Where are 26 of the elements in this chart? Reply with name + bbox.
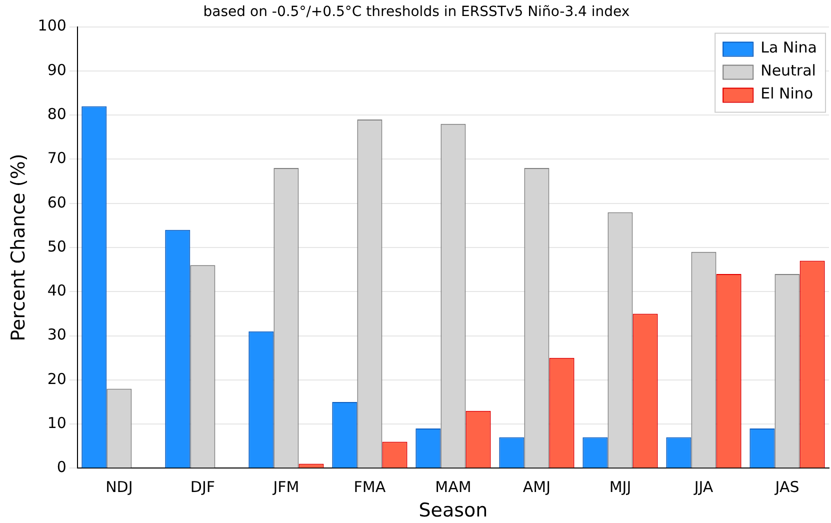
legend-label: La Nina bbox=[760, 38, 817, 57]
x-tick-label: AMJ bbox=[522, 478, 551, 496]
x-tick-label: DJF bbox=[190, 478, 215, 496]
y-tick-label: 0 bbox=[56, 458, 66, 476]
y-tick-label: 100 bbox=[38, 16, 66, 35]
y-tick-label: 70 bbox=[47, 149, 66, 168]
legend-label: El Nino bbox=[760, 84, 814, 103]
legend-label: Neutral bbox=[760, 62, 816, 80]
y-tick-label: 20 bbox=[47, 370, 66, 388]
x-tick-label: MJJ bbox=[609, 478, 632, 496]
y-tick-label: 30 bbox=[47, 326, 66, 344]
x-tick-label: JJA bbox=[693, 478, 714, 496]
y-tick-label: 60 bbox=[47, 193, 66, 212]
y-tick-label: 80 bbox=[47, 104, 66, 123]
chart-subtitle: based on -0.5°/+0.5°C thresholds in ERSSTv5 Niño-3.4 index bbox=[203, 4, 630, 20]
x-tick-label: MAM bbox=[435, 478, 472, 496]
y-tick-label: 50 bbox=[47, 237, 66, 256]
y-tick-label: 90 bbox=[47, 60, 66, 79]
y-tick-label: 10 bbox=[47, 414, 66, 432]
y-tick-label: 40 bbox=[47, 282, 66, 300]
x-tick-label: JFM bbox=[272, 478, 300, 496]
y-axis-title: Percent Chance (%) bbox=[7, 154, 30, 342]
x-axis-title: Season bbox=[418, 500, 488, 522]
x-tick-label: NDJ bbox=[106, 478, 133, 496]
x-tick-label: FMA bbox=[354, 478, 386, 496]
x-tick-label: JAS bbox=[774, 478, 800, 496]
